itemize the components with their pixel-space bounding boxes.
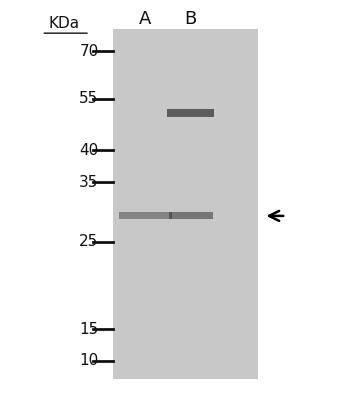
Text: 15: 15 [79, 322, 99, 336]
Bar [112, 29, 258, 379]
Bar [119, 212, 172, 220]
Text: 55: 55 [79, 91, 99, 106]
Text: 10: 10 [79, 353, 99, 368]
Text: A: A [139, 10, 152, 28]
Bar [167, 109, 214, 116]
Text: 40: 40 [79, 143, 99, 158]
Text: 35: 35 [79, 175, 99, 190]
Bar [169, 212, 212, 220]
Text: B: B [184, 10, 197, 28]
Text: 25: 25 [79, 234, 99, 249]
Text: KDa: KDa [48, 16, 79, 31]
Text: 70: 70 [79, 44, 99, 58]
